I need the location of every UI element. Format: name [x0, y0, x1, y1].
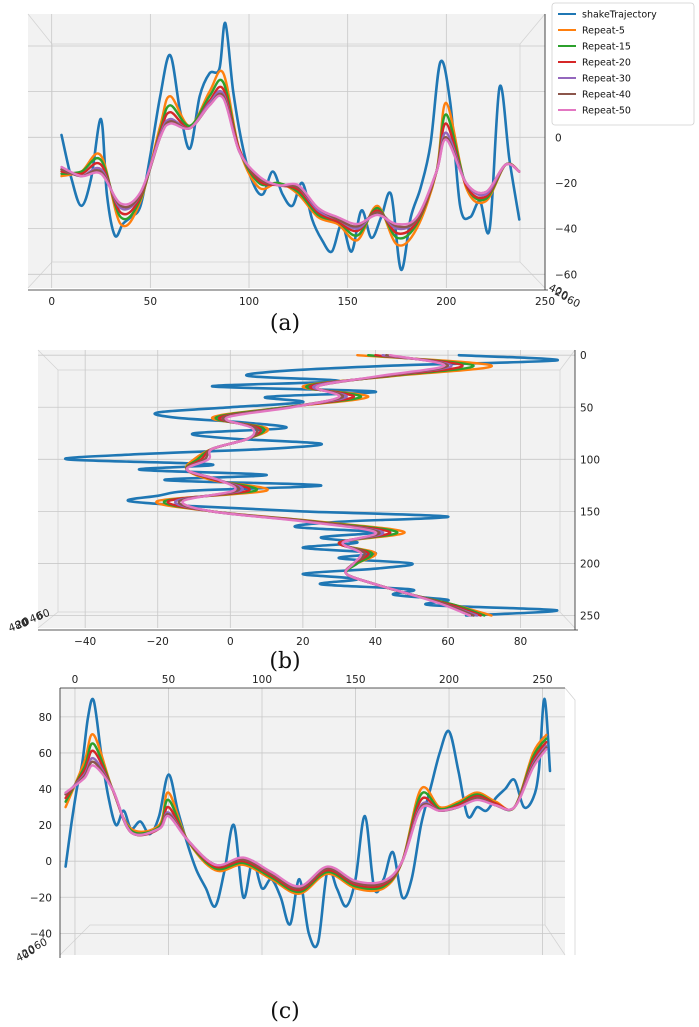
series-line-repeat-50 [64, 748, 548, 888]
x-tick-label: 100 [239, 296, 259, 308]
y-tick-label: −40 [30, 928, 52, 940]
x-tick-label: 200 [436, 296, 456, 308]
x-tick-label: −40 [74, 636, 96, 648]
legend: shakeTrajectory Repeat-5 Repeat-15 Repeat-2… [551, 2, 695, 126]
y-tick-label: 80 [39, 712, 52, 724]
caption-c: (c) [270, 999, 300, 1024]
x-tick-label: 250 [533, 674, 553, 686]
pane-edge [27, 261, 546, 289]
y-tick-label: 40 [39, 784, 52, 796]
legend-entry: Repeat-5 [582, 26, 625, 37]
depth-tick-label: 40 [547, 282, 564, 299]
y-tick-label: −60 [555, 269, 577, 281]
plot-pane [38, 350, 575, 628]
x-tick-label: 250 [535, 296, 555, 308]
x-tick-label: 150 [338, 296, 358, 308]
x-tick-label: 200 [439, 674, 459, 686]
x-tick-label: 150 [345, 674, 365, 686]
legend-entry: Repeat-20 [582, 58, 631, 69]
plot-pane [28, 14, 545, 288]
x-tick-label: 20 [296, 636, 309, 648]
y-tick-label: −20 [30, 892, 52, 904]
x-tick-label: 80 [514, 636, 527, 648]
legend-box [551, 2, 695, 126]
x-tick-label: 0 [48, 296, 55, 308]
legend-entry: Repeat-40 [582, 90, 631, 101]
y-tick-label: 60 [39, 748, 52, 760]
depth-tick-label: 40 [14, 948, 31, 965]
x-tick-label: 0 [72, 674, 79, 686]
depth-tick-label: 0 [26, 943, 37, 957]
y-tick-label: 150 [580, 506, 600, 518]
pane-edge [564, 687, 576, 955]
depth-tick-label: 60 [35, 607, 52, 623]
y-tick-label: 20 [39, 820, 52, 832]
x-tick-label: 50 [144, 296, 157, 308]
series-line-repeat-50 [60, 94, 521, 226]
x-tick-label: 0 [227, 636, 234, 648]
depth-tick-label: 20 [14, 616, 31, 632]
y-tick-label: 0 [580, 350, 587, 362]
depth-tick-label: 0 [559, 290, 570, 304]
depth-tick-label: 60 [565, 294, 582, 311]
y-tick-label: 250 [580, 611, 600, 623]
depth-tick-label: 20 [553, 286, 570, 303]
caption-b: (b) [269, 649, 300, 674]
depth-tick-label: 60 [32, 936, 49, 953]
y-tick-label: 0 [45, 856, 52, 868]
pane-edge [27, 13, 546, 45]
legend-entry: Repeat-50 [582, 106, 631, 117]
x-tick-label: 50 [162, 674, 175, 686]
depth-tick-label: 40 [28, 610, 45, 626]
pane-edge [37, 611, 576, 629]
depth-tick-label: 20 [20, 944, 37, 961]
y-tick-label: −20 [555, 178, 577, 190]
legend-entry: Repeat-15 [582, 42, 631, 53]
legend-entry: Repeat-30 [582, 74, 631, 85]
x-tick-label: 100 [252, 674, 272, 686]
x-tick-label: 40 [369, 636, 382, 648]
series-line-shaketrajectory [64, 697, 552, 949]
plot-pane [60, 688, 565, 955]
y-tick-label: 200 [580, 558, 600, 570]
x-tick-label: 60 [441, 636, 454, 648]
legend-entry: shakeTrajectory [582, 10, 657, 21]
y-tick-label: −40 [555, 224, 577, 236]
y-tick-label: 0 [555, 132, 562, 144]
caption-a: (a) [270, 311, 300, 336]
y-tick-label: 50 [580, 402, 593, 414]
depth-tick-label: 0 [21, 615, 31, 629]
series-line-repeat-50 [181, 354, 471, 617]
y-tick-label: 100 [580, 454, 600, 466]
x-tick-label: −20 [147, 636, 169, 648]
